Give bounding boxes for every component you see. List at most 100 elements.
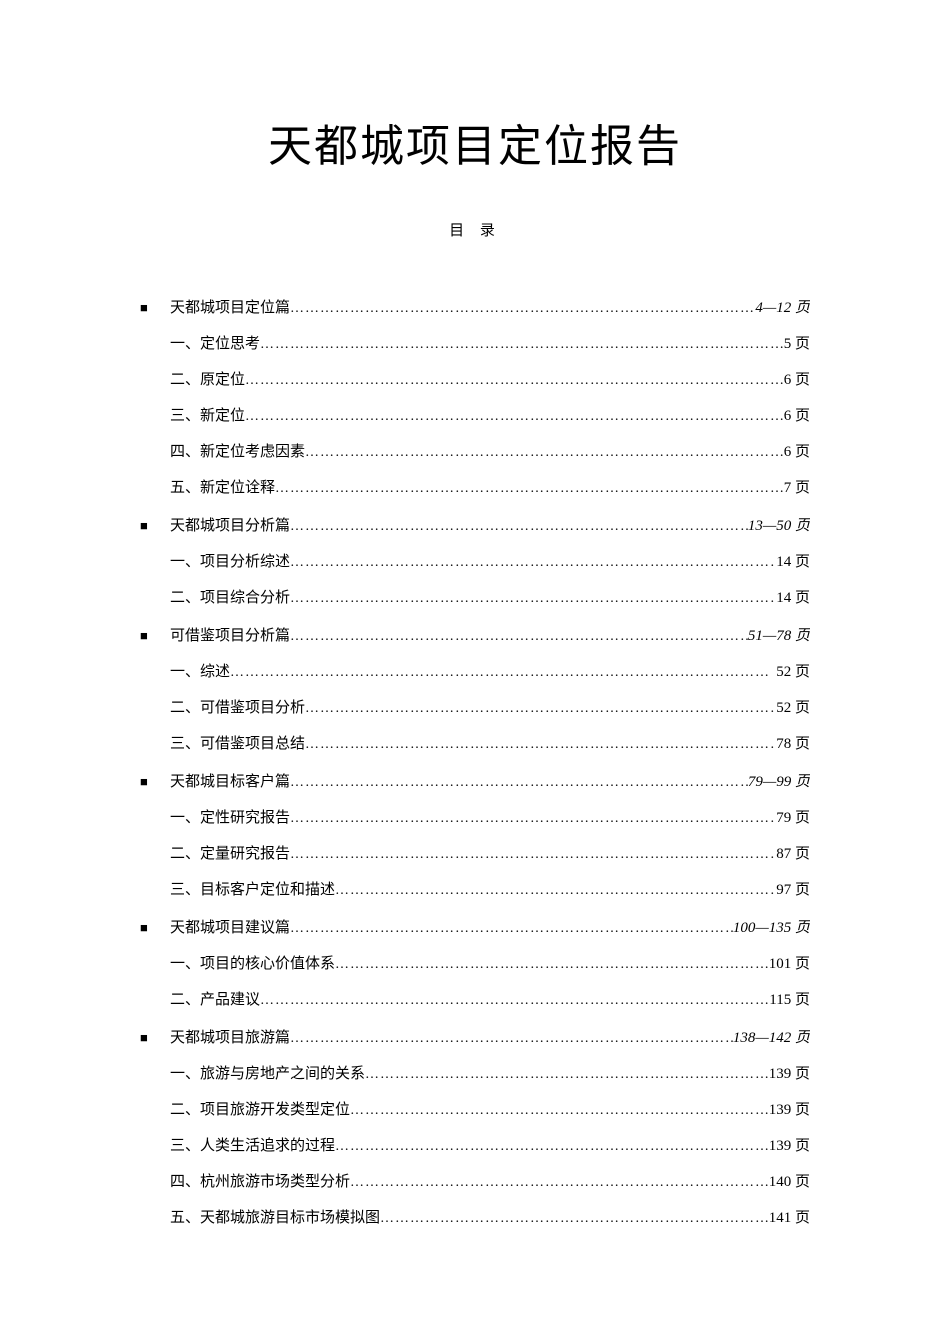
toc-page-number: 14 页 [776,544,810,580]
toc-page-number: 78 页 [776,726,810,762]
toc-section: ■天都城项目建议篇…………………………………………………………………………………… [140,910,810,1018]
toc-item: 一、综述………………………………………………………………………………………………… [140,654,810,690]
toc-page-number: 140 页 [769,1164,810,1200]
toc-leader-dots: ……………………………………………………………………………………………… [305,436,784,470]
toc-leader-dots: ……………………………………………………………………………………………… [350,1166,769,1200]
toc-heading-text: 天都城项目建议篇 [170,910,290,946]
toc-leader-dots: ……………………………………………………………………………………………… [305,692,776,726]
toc-leader-dots: ……………………………………………………………………………………………… [230,656,776,690]
toc-leader-dots: ……………………………………………………………………………………………… [290,510,748,544]
square-bullet-icon: ■ [140,620,170,651]
toc-page-number: 97 页 [776,872,810,908]
toc-page-number: 115 页 [769,982,810,1018]
toc-section: ■天都城项目分析篇…………………………………………………………………………………… [140,508,810,616]
toc-heading-text: 天都城项目旅游篇 [170,1020,290,1056]
toc-section-heading: ■可借鉴项目分析篇…………………………………………………………………………………… [140,618,810,654]
toc-leader-dots: ……………………………………………………………………………………………… [290,766,748,800]
toc-page-number: 6 页 [784,434,810,470]
toc-item: 五、新定位诠释………………………………………………………………………………………… [140,470,810,506]
toc-item: 四、新定位考虑因素…………………………………………………………………………………… [140,434,810,470]
toc-page-number: 13—50 页 [748,508,810,544]
square-bullet-icon: ■ [140,912,170,943]
toc-leader-dots: ……………………………………………………………………………………………… [335,874,776,908]
table-of-contents: ■天都城项目定位篇…………………………………………………………………………………… [140,290,810,1236]
toc-leader-dots: ……………………………………………………………………………………………… [305,728,776,762]
toc-section-heading: ■天都城目标客户篇…………………………………………………………………………………… [140,764,810,800]
toc-section: ■可借鉴项目分析篇…………………………………………………………………………………… [140,618,810,762]
toc-leader-dots: ……………………………………………………………………………………………… [245,400,784,434]
toc-page-number: 79 页 [776,800,810,836]
toc-leader-dots: ……………………………………………………………………………………………… [290,582,776,616]
toc-item-text: 一、综述 [170,654,230,690]
toc-page-number: 14 页 [776,580,810,616]
toc-item: 二、项目旅游开发类型定位…………………………………………………………………………… [140,1092,810,1128]
toc-item: 一、定性研究报告……………………………………………………………………………………… [140,800,810,836]
square-bullet-icon: ■ [140,292,170,323]
toc-item-text: 四、杭州旅游市场类型分析 [170,1164,350,1200]
toc-item-text: 一、项目的核心价值体系 [170,946,335,982]
toc-page-number: 141 页 [769,1200,810,1236]
toc-item: 二、定量研究报告……………………………………………………………………………………… [140,836,810,872]
toc-page-number: 138—142 页 [733,1020,810,1056]
toc-item: 一、旅游与房地产之间的关系………………………………………………………………………… [140,1056,810,1092]
toc-item-text: 一、项目分析综述 [170,544,290,580]
toc-leader-dots: ……………………………………………………………………………………………… [350,1094,769,1128]
toc-page-number: 6 页 [784,398,810,434]
toc-section-heading: ■天都城项目定位篇…………………………………………………………………………………… [140,290,810,326]
toc-leader-dots: ……………………………………………………………………………………………… [290,1022,733,1056]
toc-item-text: 二、原定位 [170,362,245,398]
toc-leader-dots: ……………………………………………………………………………………………… [260,328,784,362]
toc-item-text: 一、旅游与房地产之间的关系 [170,1056,365,1092]
toc-item-text: 四、新定位考虑因素 [170,434,305,470]
toc-item-text: 五、天都城旅游目标市场模拟图 [170,1200,380,1236]
toc-item-text: 三、新定位 [170,398,245,434]
toc-item: 三、可借鉴项目总结…………………………………………………………………………………… [140,726,810,762]
toc-leader-dots: ……………………………………………………………………………………………… [290,292,755,326]
toc-item: 三、人类生活追求的过程……………………………………………………………………………… [140,1128,810,1164]
toc-page-number: 139 页 [769,1128,810,1164]
toc-item-text: 二、定量研究报告 [170,836,290,872]
toc-page-number: 139 页 [769,1092,810,1128]
toc-item-text: 二、产品建议 [170,982,260,1018]
toc-page-number: 52 页 [776,690,810,726]
toc-leader-dots: ……………………………………………………………………………………………… [290,912,733,946]
toc-section-heading: ■天都城项目建议篇…………………………………………………………………………………… [140,910,810,946]
toc-item-text: 五、新定位诠释 [170,470,275,506]
document-title: 天都城项目定位报告 [140,110,810,174]
toc-page-number: 5 页 [784,326,810,362]
toc-page-number: 139 页 [769,1056,810,1092]
toc-page-number: 79—99 页 [748,764,810,800]
toc-leader-dots: ……………………………………………………………………………………………… [245,364,784,398]
toc-section: ■天都城目标客户篇…………………………………………………………………………………… [140,764,810,908]
toc-page-number: 6 页 [784,362,810,398]
toc-heading-text: 天都城目标客户篇 [170,764,290,800]
toc-leader-dots: ……………………………………………………………………………………………… [290,620,748,654]
toc-leader-dots: ……………………………………………………………………………………………… [365,1058,769,1092]
toc-item: 四、杭州旅游市场类型分析…………………………………………………………………………… [140,1164,810,1200]
toc-leader-dots: ……………………………………………………………………………………………… [260,984,769,1018]
toc-item-text: 三、人类生活追求的过程 [170,1128,335,1164]
toc-item: 二、产品建议…………………………………………………………………………………………… [140,982,810,1018]
toc-page-number: 100—135 页 [733,910,810,946]
toc-section: ■天都城项目定位篇…………………………………………………………………………………… [140,290,810,506]
toc-page-number: 4—12 页 [755,290,810,326]
toc-page-number: 52 页 [776,654,810,690]
toc-item: 三、新定位……………………………………………………………………………………………… [140,398,810,434]
toc-item: 二、可借鉴项目分析…………………………………………………………………………………… [140,690,810,726]
toc-item-text: 一、定位思考 [170,326,260,362]
toc-page-number: 7 页 [784,470,810,506]
toc-section: ■天都城项目旅游篇…………………………………………………………………………………… [140,1020,810,1236]
toc-item-text: 三、目标客户定位和描述 [170,872,335,908]
toc-item: 一、项目分析综述……………………………………………………………………………………… [140,544,810,580]
toc-leader-dots: ……………………………………………………………………………………………… [290,546,776,580]
toc-page-number: 87 页 [776,836,810,872]
square-bullet-icon: ■ [140,510,170,541]
toc-item: 五、天都城旅游目标市场模拟图……………………………………………………………………… [140,1200,810,1236]
toc-page-number: 51—78 页 [748,618,810,654]
toc-leader-dots: ……………………………………………………………………………………………… [275,472,784,506]
toc-section-heading: ■天都城项目分析篇…………………………………………………………………………………… [140,508,810,544]
square-bullet-icon: ■ [140,766,170,797]
toc-item: 二、原定位……………………………………………………………………………………………… [140,362,810,398]
toc-item-text: 三、可借鉴项目总结 [170,726,305,762]
toc-item-text: 二、项目综合分析 [170,580,290,616]
